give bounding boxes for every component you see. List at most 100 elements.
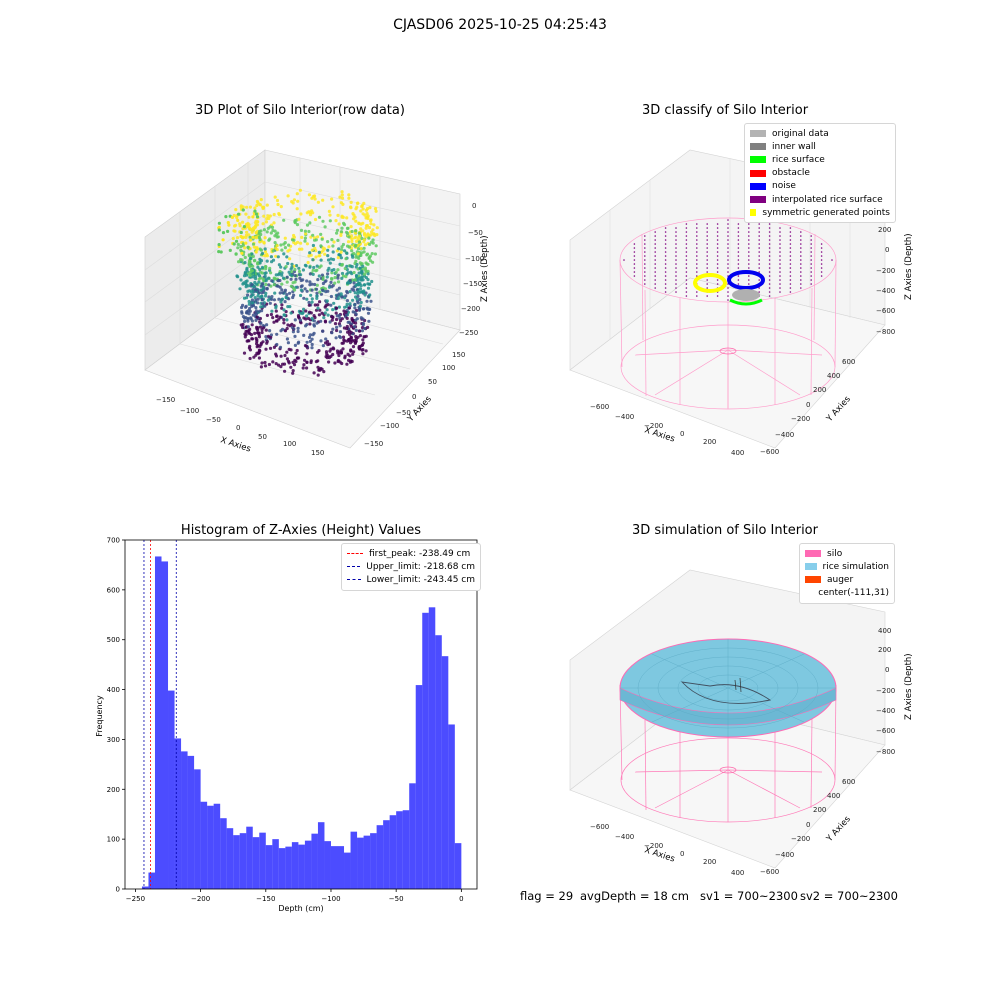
raw-point [254,235,258,239]
raw-point [257,356,261,360]
histogram-bar [161,561,169,889]
raw-point [260,294,264,298]
raw-point [326,343,330,347]
raw-point [268,301,272,305]
interpolated-point [716,251,719,253]
raw-point [271,249,275,253]
raw-point [358,276,362,280]
raw-point [323,287,327,291]
raw-point [352,270,356,275]
histogram-bar [298,844,305,889]
interpolated-point [789,271,792,273]
raw-point [260,291,264,295]
raw-point [343,354,347,358]
interpolated-point [748,255,750,257]
raw-point [271,228,275,233]
y-tick: −400 [775,431,794,439]
raw-point [312,194,317,198]
raw-point [247,223,251,227]
interpolated-point [758,291,760,293]
raw-point [286,341,290,345]
raw-point [253,331,257,335]
raw-point [324,337,328,341]
interpolated-point [664,279,667,281]
raw-point [259,321,263,325]
interpolated-point [768,227,771,229]
y-tick: −200 [791,835,810,843]
raw-point [289,311,293,315]
raw-point [280,282,284,286]
raw-point [351,310,355,314]
raw-point [290,200,294,204]
interpolated-point [800,251,802,253]
z-tick: 200 [878,226,891,234]
raw-point [338,335,343,340]
raw-point [319,366,323,371]
raw-point [340,295,344,299]
interpolated-point [810,283,812,285]
raw-point [340,341,344,345]
raw-point [251,235,255,239]
raw-point [351,298,355,302]
silo-wireframe [619,684,837,823]
interpolated-point [779,239,781,241]
raw-point [242,296,247,300]
raw-point [291,371,295,375]
raw-point [286,305,290,309]
interpolated-point [800,247,802,249]
raw-point [326,258,331,262]
raw-point [349,270,353,274]
interpolated-point [654,251,656,253]
raw-point [334,219,338,223]
raw-point [345,339,349,343]
interpolated-point [664,271,667,273]
raw-point [258,270,263,274]
interpolated-point [644,259,646,261]
raw-point [344,257,348,261]
raw-point [341,202,345,206]
raw-point [292,363,297,367]
raw-point [363,293,367,297]
raw-point [350,287,354,291]
raw-point [366,282,370,286]
raw-point [330,197,334,201]
interpolated-point [664,239,667,241]
y-tick-label: 300 [107,736,120,744]
raw-point [304,264,308,268]
raw-point [248,327,252,331]
raw-point [241,303,245,307]
raw-point [374,244,378,248]
interpolated-point [696,235,698,237]
interpolated-point [800,271,802,273]
raw-point [311,258,315,262]
interpolated-point [644,243,646,245]
raw-point [365,252,370,256]
raw-point [327,360,331,364]
raw-point [307,193,311,197]
interpolated-point [789,255,792,257]
legend-label: Upper_limit: -218.68 cm [366,561,475,572]
interpolated-point [727,259,729,261]
raw-point [374,209,378,213]
raw-point [242,225,246,229]
raw-point [295,207,299,211]
raw-point [354,328,358,332]
raw-point [336,280,341,284]
raw-point [248,348,252,352]
raw-point [348,360,352,364]
interpolated-point [737,267,740,269]
raw-point [323,225,327,229]
raw-point [327,209,331,213]
raw-point [290,238,295,242]
raw-point [306,260,310,265]
interpolated-point [675,275,677,277]
raw-point [349,335,353,339]
raw-scatter-3d: −150 −100 −50 0 50 100 150 −150 −100 −50… [144,149,490,457]
interpolated-point [716,231,719,233]
raw-point [370,252,374,256]
raw-point [353,306,357,310]
raw-point [350,237,354,241]
legend-item: noise [750,180,890,193]
raw-point [297,356,301,360]
raw-point [330,331,334,335]
